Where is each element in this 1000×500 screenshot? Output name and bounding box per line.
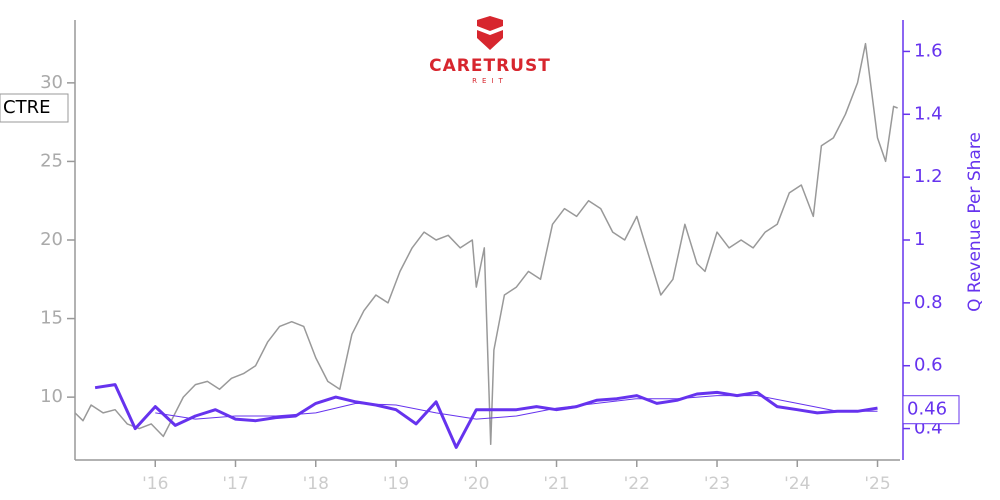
y-tick-label: 15 <box>40 308 63 329</box>
last-value-box <box>902 395 960 425</box>
y-tick-label: 20 <box>40 229 63 250</box>
x-tick-label: '24 <box>784 474 810 494</box>
x-tick-label: '18 <box>303 474 329 494</box>
ticker-label: CTRE <box>3 97 50 118</box>
x-tick-label: '20 <box>463 474 489 494</box>
series-line <box>155 395 878 420</box>
logo-icon <box>477 16 503 31</box>
x-tick-label: '19 <box>383 474 409 494</box>
x-tick-label: '25 <box>864 474 890 494</box>
logo: CARETRUST REIT <box>429 16 551 85</box>
y-tick-label: 10 <box>40 386 63 407</box>
y2-tick-label: 1.4 <box>914 103 943 124</box>
y2-tick-label: 1.2 <box>914 166 943 187</box>
x-tick-label: '16 <box>142 474 168 494</box>
logo-icon <box>477 30 503 50</box>
logo-sub: REIT <box>472 77 508 85</box>
x-tick-label: '22 <box>624 474 650 494</box>
last-value-label: 0.46 <box>907 399 947 420</box>
ticker-box <box>0 93 69 123</box>
y2-axis-label: Q Revenue Per Share <box>965 132 985 312</box>
series-line <box>94 383 878 449</box>
x-tick-label: '21 <box>543 474 569 494</box>
y-tick-label: 25 <box>40 150 63 171</box>
x-tick-label: '17 <box>222 474 248 494</box>
y2-tick-label: 1.6 <box>914 40 943 61</box>
x-tick-label: '23 <box>704 474 730 494</box>
y2-tick-label: 1 <box>914 229 925 250</box>
series-line <box>74 42 898 446</box>
logo-text: CARETRUST <box>429 56 551 76</box>
y2-tick-label: 0.6 <box>914 355 943 376</box>
y-tick-label: 30 <box>40 72 63 93</box>
y2-tick-label: 0.8 <box>914 292 943 313</box>
